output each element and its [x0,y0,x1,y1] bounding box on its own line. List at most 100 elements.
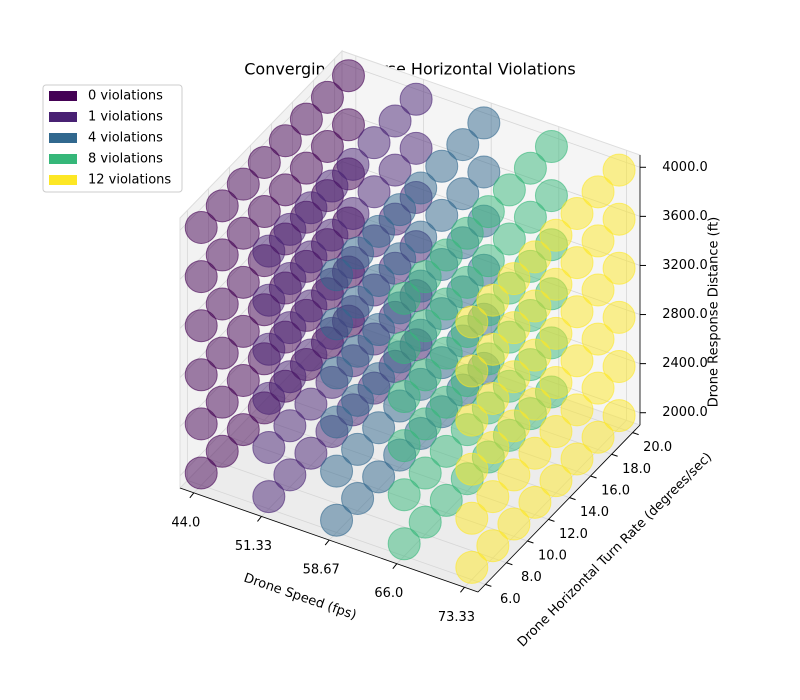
point [247,145,281,179]
point [581,371,615,405]
z-tick-label: 2800.0 [662,307,708,322]
legend-label: 8 violations [88,152,163,167]
point [362,263,396,297]
point [450,265,484,299]
legend-swatch [49,112,77,122]
point [476,480,510,514]
point [455,452,489,486]
x-tick-label: 44.0 [171,515,200,530]
point [320,307,354,341]
point [581,175,615,209]
point [581,322,615,356]
point [289,151,323,185]
point [602,349,636,383]
point [226,363,260,397]
point [383,242,417,276]
y-tick [506,562,513,566]
point [560,393,594,427]
x-tick-label: 73.33 [438,610,475,625]
point [294,289,328,323]
point [341,285,375,319]
point [429,483,463,517]
point [455,305,489,339]
point [399,82,433,116]
legend-label: 0 violations [88,89,163,104]
point [273,458,307,492]
point [336,147,370,181]
point [315,169,349,203]
point [387,380,421,414]
point [252,234,286,268]
legend-swatch [49,154,77,164]
point [560,197,594,231]
point [497,458,531,492]
point [404,220,438,254]
point [341,334,375,368]
y-tick [527,540,534,544]
point [476,381,510,415]
x-tick-label: 51.33 [235,539,272,554]
point [539,218,573,252]
z-tick-label: 2000.0 [662,405,708,420]
y-tick [590,475,597,479]
y-tick-label: 10.0 [538,549,567,564]
point [362,460,396,494]
z-tick-label: 2400.0 [662,356,708,371]
point [320,356,354,390]
point [184,407,218,441]
point [378,104,412,138]
point [408,358,442,392]
point [357,126,391,160]
point [205,238,239,272]
legend-label: 1 violations [88,110,163,125]
y-tick-label: 14.0 [580,505,609,520]
point [184,260,218,294]
y-tick [611,453,618,457]
point [518,289,552,323]
point [455,354,489,388]
y-tick [485,583,492,587]
point [205,189,239,223]
point [450,216,484,250]
legend-swatch [49,133,77,143]
point [455,550,489,584]
point [362,313,396,347]
point [331,108,365,142]
point [476,283,510,317]
point [205,434,239,468]
point [252,430,286,464]
y-tick-label: 18.0 [622,462,651,477]
point [294,436,328,470]
point [518,436,552,470]
point [539,267,573,301]
point [226,314,260,348]
point [455,501,489,535]
y-tick [548,518,555,522]
x-axis-label: Drone Speed (fps) [242,571,358,624]
point [226,265,260,299]
point [408,505,442,539]
point [476,332,510,366]
point [408,407,442,441]
point [320,454,354,488]
point [387,281,421,315]
point [602,399,636,433]
point [497,507,531,541]
point [273,212,307,246]
y-tick-label: 16.0 [601,483,630,498]
point [602,251,636,285]
point [408,456,442,490]
point [184,211,218,245]
point [252,480,286,514]
point [226,413,260,447]
point [404,171,438,205]
y-tick-label: 20.0 [643,440,672,455]
point [408,260,442,294]
point [336,196,370,230]
point [539,415,573,449]
y-tick [569,497,576,501]
point [446,128,480,162]
point [513,200,547,234]
axis-line [179,487,479,593]
